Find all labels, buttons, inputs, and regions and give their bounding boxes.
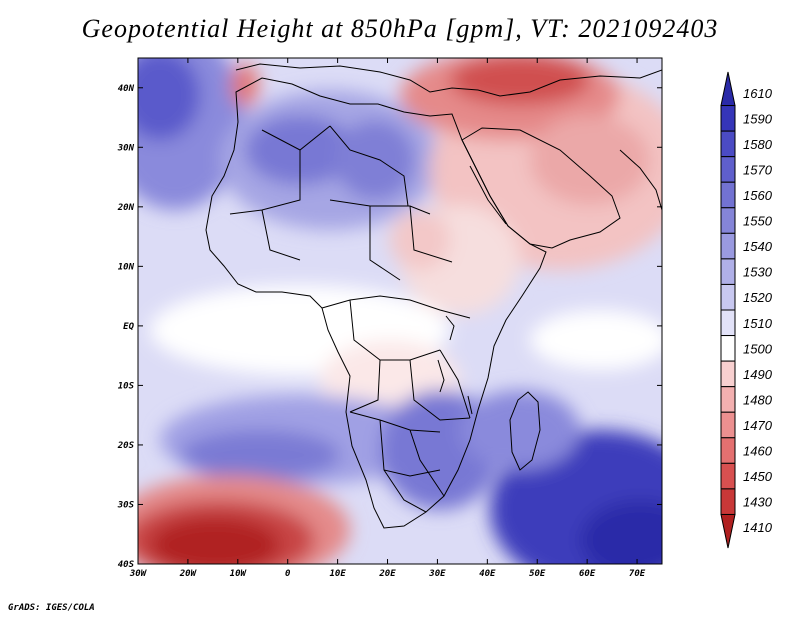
- colorbar: 1610 1590 1580 1570 1560 1550 1540 1530 1520 1510…: [720, 71, 773, 549]
- colorbar-swatch-bottom: [720, 513, 736, 549]
- borders-central: [321, 295, 471, 421]
- colorbar-label: 1500: [743, 341, 773, 356]
- arabia-coastline: [461, 127, 621, 249]
- colorbar-label: 1470: [743, 418, 773, 433]
- height-field: [138, 58, 662, 564]
- colorbar-swatch: [720, 309, 736, 337]
- colorbar-swatch-top: [720, 71, 736, 107]
- lon-tick-label: 50E: [529, 569, 546, 579]
- colorbar-label: 1530: [743, 265, 773, 280]
- colorbar-label: 1580: [743, 137, 773, 152]
- colorbar-swatch: [720, 130, 736, 158]
- colorbar-label: 1560: [743, 188, 773, 203]
- borders-north: [229, 125, 453, 281]
- colorbar-swatch: [720, 105, 736, 132]
- colorbar-swatch: [720, 283, 736, 311]
- chart-title: Geopotential Height at 850hPa [gpm], VT:…: [81, 14, 719, 43]
- lon-tick-label: 30W: [129, 569, 148, 579]
- lakes: [437, 315, 473, 415]
- colorbar-swatch: [720, 386, 736, 413]
- lon-tick-label: 70E: [629, 569, 646, 579]
- colorbar-swatch: [720, 462, 736, 490]
- lat-tick-label: EQ: [123, 322, 134, 332]
- colorbar-label: 1510: [743, 316, 773, 331]
- lat-tick-label: 40S: [118, 560, 135, 570]
- madagascar-coastline: [509, 391, 541, 471]
- lon-tick-label: 20E: [378, 569, 396, 579]
- lat-tick-label: 10S: [118, 381, 135, 391]
- colorbar-label: 1570: [743, 162, 773, 177]
- lat-tick-label: 20S: [117, 441, 135, 451]
- lon-tick-label: 0: [285, 569, 291, 579]
- colorbar-swatch: [720, 488, 736, 515]
- colorbar-label: 1410: [743, 520, 773, 535]
- lon-tick-label: 10E: [329, 569, 346, 579]
- lat-axis-labels: 40N 30N 20N 10N EQ 10S 20S 30S 40S: [117, 84, 135, 570]
- colorbar-label: 1480: [743, 392, 773, 407]
- colorbar-swatch: [720, 437, 736, 464]
- lat-tick-label: 30N: [117, 143, 135, 153]
- lon-tick-label: 20W: [179, 569, 198, 579]
- colorbar-label: 1490: [743, 367, 773, 382]
- colorbar-label: 1610: [743, 86, 773, 101]
- lat-tick-label: 20N: [117, 203, 135, 213]
- colorbar-swatch: [720, 411, 736, 439]
- lon-axis-labels: 30W 20W 10W 0 10E 20E 30E 40E 50E 60E 70E: [129, 569, 646, 579]
- lat-tick-label: 30S: [117, 500, 135, 510]
- colorbar-swatch: [720, 360, 736, 388]
- colorbar-label: 1550: [743, 214, 773, 229]
- india-coastline: [619, 149, 662, 211]
- colorbar-swatch: [720, 207, 736, 234]
- colorbar-label: 1520: [743, 290, 773, 305]
- lon-tick-label: 10W: [230, 569, 248, 579]
- coastlines: [205, 63, 662, 529]
- colorbar-swatch: [720, 181, 736, 209]
- colorbar-label: 1450: [743, 469, 773, 484]
- grads-credit: GrADS: IGES/COLA: [8, 603, 95, 613]
- lat-tick-label: 40N: [118, 84, 135, 94]
- colorbar-label: 1590: [743, 111, 773, 126]
- red-sea: [469, 165, 507, 225]
- lon-tick-label: 40E: [479, 569, 496, 579]
- lon-tick-label: 30E: [428, 569, 446, 579]
- map-frame: [137, 57, 663, 565]
- colorbar-label: 1460: [743, 444, 773, 459]
- lon-tick-label: 60E: [579, 569, 596, 579]
- colorbar-label: 1540: [743, 239, 773, 254]
- europe-coastline: [235, 63, 662, 97]
- colorbar-swatch: [720, 232, 736, 260]
- colorbar-swatch: [720, 156, 736, 183]
- borders-south: [349, 411, 445, 513]
- colorbar-swatch: [720, 335, 736, 362]
- axis-ticks: [137, 58, 662, 565]
- colorbar-swatch: [720, 258, 736, 285]
- colorbar-label: 1430: [743, 495, 773, 510]
- lat-tick-label: 10N: [118, 262, 135, 272]
